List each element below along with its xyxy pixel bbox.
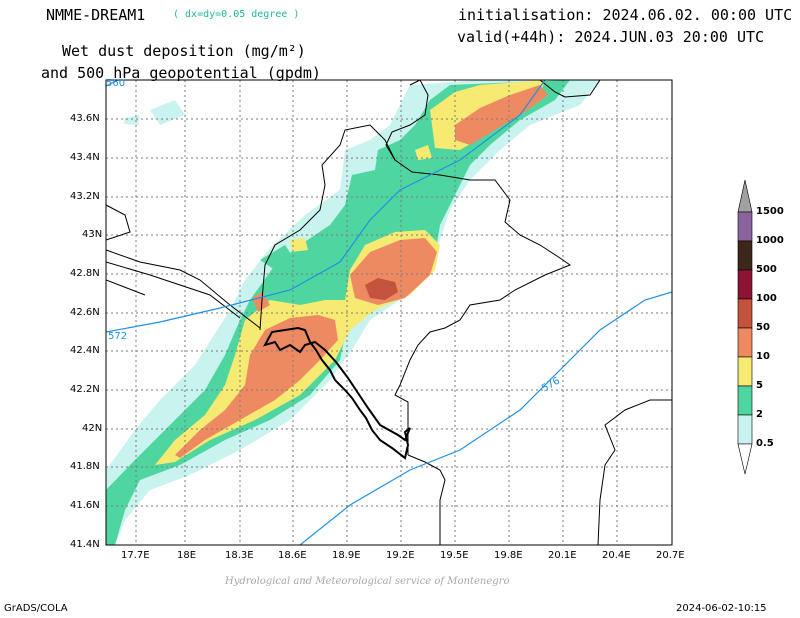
map-plot-area [106, 80, 672, 545]
lon-label: 20.1E [548, 550, 577, 561]
contour-label: 560 [106, 78, 126, 89]
geopotential-contours [106, 80, 672, 545]
software-credit: GrADS/COLA [4, 603, 68, 614]
map-title-line2: and 500 hPa geopotential (gpdm) [41, 64, 321, 82]
lon-label: 19.5E [440, 550, 469, 561]
lon-label: 19.8E [494, 550, 523, 561]
lat-label: 43.2N [70, 191, 100, 202]
legend-label: 5 [756, 380, 763, 391]
lat-label: 41.8N [70, 461, 100, 472]
dust-field-50 [365, 278, 398, 300]
lat-label: 42.8N [70, 268, 100, 279]
map-frame [105, 79, 673, 546]
lat-label: 42N [82, 423, 103, 434]
lon-label: 17.7E [121, 550, 150, 561]
legend-colorbar [737, 179, 753, 475]
lat-label: 43.6N [70, 113, 100, 124]
country-borders [106, 80, 672, 545]
legend-label: 500 [756, 264, 777, 275]
map-gridlines [106, 80, 672, 545]
lat-label: 43N [82, 229, 103, 240]
lat-label: 41.4N [70, 539, 100, 550]
valid-time: valid(+44h): 2024.JUN.03 20:00 UTC [457, 28, 765, 46]
legend-label: 10 [756, 351, 770, 362]
legend-label: 0.5 [756, 438, 774, 449]
lat-label: 42.4N [70, 345, 100, 356]
lon-label: 18.9E [332, 550, 361, 561]
legend-label: 50 [756, 322, 770, 333]
legend-label: 1000 [756, 235, 784, 246]
credit-text: Hydrological and Meteorological service … [225, 576, 510, 587]
model-name: NMME-DREAM1 [46, 6, 146, 24]
legend-label: 2 [756, 409, 763, 420]
lon-label: 18.6E [278, 550, 307, 561]
legend-label: 100 [756, 293, 777, 304]
init-time: initialisation: 2024.06.02. 00:00 UTC [458, 6, 793, 24]
lat-label: 41.6N [70, 500, 100, 511]
lat-label: 42.2N [70, 384, 100, 395]
lon-label: 20.7E [656, 550, 685, 561]
lon-label: 20.4E [602, 550, 631, 561]
montenegro-outline [262, 326, 411, 460]
contour-label: 572 [108, 331, 128, 342]
lon-label: 18.3E [225, 550, 254, 561]
lon-label: 19.2E [386, 550, 415, 561]
lon-label: 18E [177, 550, 197, 561]
lat-label: 42.6N [70, 307, 100, 318]
map-title-line1: Wet dust deposition (mg/m²) [62, 42, 306, 60]
render-timestamp: 2024-06-02-10:15 [676, 603, 767, 614]
lat-label: 43.4N [70, 152, 100, 163]
legend-label: 1500 [756, 206, 784, 217]
resolution-note: ( dx=dy=0.05 degree ) [173, 9, 300, 20]
